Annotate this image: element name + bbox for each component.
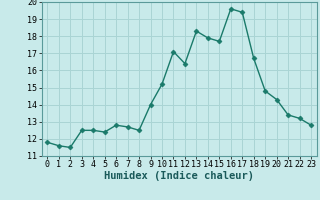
X-axis label: Humidex (Indice chaleur): Humidex (Indice chaleur): [104, 171, 254, 181]
